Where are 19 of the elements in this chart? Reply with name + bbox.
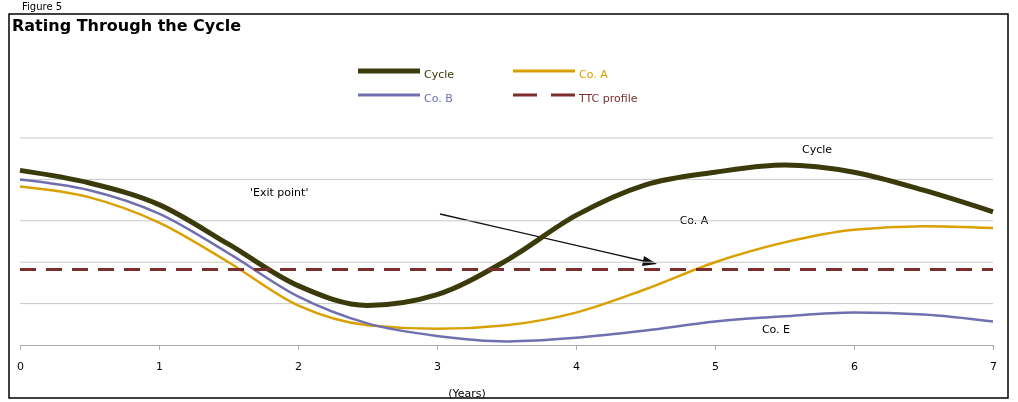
- annotation: Co. A: [679, 214, 709, 227]
- x-tick-label: 4: [573, 359, 580, 373]
- x-tick-label: 3: [434, 359, 441, 373]
- x-tick-label: 6: [851, 359, 858, 373]
- text: Co. A: [579, 68, 609, 81]
- x-tick-label: 1: [156, 359, 163, 373]
- annotation: 'Exit point': [250, 186, 309, 199]
- text: TTC profile: [578, 92, 638, 105]
- x-tick-label: 7: [990, 359, 997, 373]
- text: Co. B: [424, 92, 453, 105]
- x-tick-label: 0: [17, 359, 24, 373]
- annotation: Co. E: [761, 323, 791, 336]
- chart-title: Rating Through the Cycle: [12, 16, 242, 35]
- text: Cycle: [801, 143, 833, 156]
- x-tick-label: 5: [712, 359, 719, 373]
- x-axis-title: (Years): [448, 387, 486, 400]
- x-tick-label: 2: [295, 359, 302, 373]
- text: Cycle: [424, 68, 455, 81]
- caption: Figure 5: [22, 1, 63, 12]
